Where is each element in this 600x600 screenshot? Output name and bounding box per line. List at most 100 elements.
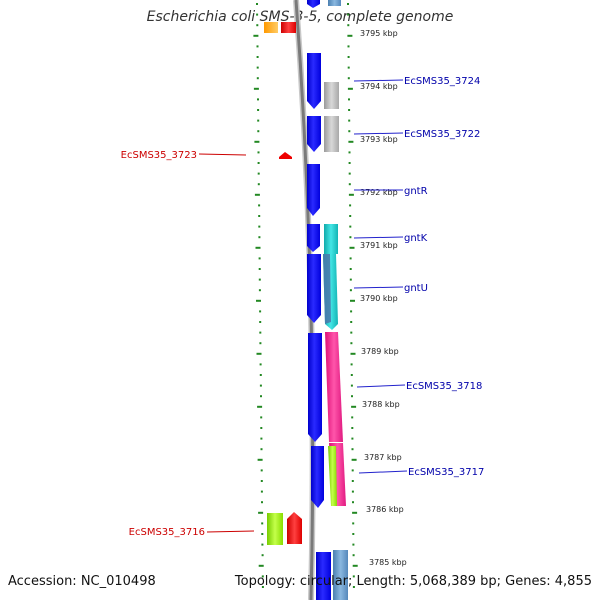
ruler-tick	[260, 480, 263, 482]
ruler-tick	[260, 395, 262, 398]
ruler-tick	[347, 24, 350, 27]
tick-label: 3789 kbp	[361, 347, 399, 356]
accession-text: Accession: NC_010498	[8, 574, 156, 589]
ruler-tick	[261, 575, 264, 578]
tick-label: 3793 kbp	[360, 135, 398, 144]
ruler-tick	[352, 586, 355, 588]
ruler-tick	[261, 533, 264, 535]
ruler-tick	[259, 384, 262, 387]
ruler-tick	[350, 331, 353, 334]
ruler-tick	[260, 437, 263, 440]
ruler-tick	[347, 45, 350, 48]
tick-label: 3785 kbp	[369, 558, 407, 567]
ruler-tick	[260, 427, 263, 429]
ruler-tick	[348, 109, 351, 111]
gene-track-gntK	[324, 224, 338, 254]
ruler-tick	[349, 215, 352, 217]
ruler-tick	[254, 140, 260, 143]
ruler-tick	[350, 310, 353, 313]
ruler-tick	[260, 416, 263, 419]
ruler-tick	[351, 458, 357, 461]
ruler-tick	[261, 522, 264, 525]
ruler-tick	[347, 56, 350, 58]
ruler-tick	[352, 511, 358, 514]
gene-label-ecsms35-3718[interactable]: EcSMS35_3718	[406, 381, 482, 392]
ruler-tick	[347, 34, 353, 37]
ruler-tick	[261, 554, 264, 557]
ruler-tick	[349, 257, 352, 260]
ruler-tick	[256, 24, 259, 27]
ruler-tick	[257, 162, 260, 164]
ruler-tick	[350, 384, 353, 387]
ruler-tick	[350, 374, 353, 376]
ruler-tick	[258, 204, 261, 207]
cds-reverse-top	[281, 22, 296, 33]
ruler-tick	[261, 543, 264, 546]
gene-label-gntk[interactable]: gntK	[404, 233, 428, 244]
gene-track-3715	[333, 550, 348, 600]
ruler-tick	[259, 363, 262, 366]
gene-track-3722	[324, 116, 339, 152]
ruler-tick	[351, 437, 354, 440]
left-leader-lines	[198, 153, 255, 533]
ruler-tick	[352, 543, 355, 546]
gene-track-3725	[328, 0, 341, 6]
ruler-tick	[347, 3, 349, 5]
leader-line	[198, 153, 247, 156]
gene-label-ecsms35-3722[interactable]: EcSMS35_3722	[404, 129, 480, 140]
ruler-tick	[256, 13, 259, 16]
ruler-tick	[259, 310, 262, 313]
ruler-tick	[351, 490, 354, 493]
tick-label: 3791 kbp	[360, 241, 398, 250]
ruler-tick	[351, 469, 354, 472]
ruler-tick	[253, 87, 259, 90]
gene-labels: EcSMS35_3724 EcSMS35_3722 gntR gntK gntU…	[121, 76, 485, 538]
ruler-tick	[352, 564, 358, 567]
ruler-tick	[348, 130, 351, 133]
ruler-tick	[257, 172, 260, 175]
gene-label-ecsms35-3716[interactable]: EcSMS35_3716	[129, 527, 205, 538]
gene-label-ecsms35-3717[interactable]: EcSMS35_3717	[408, 467, 484, 478]
cds-forward-gntK	[307, 224, 320, 252]
ruler-tick	[347, 77, 350, 80]
ruler-tick	[256, 352, 262, 355]
gene-track-gntU-shade	[323, 254, 331, 324]
tick-label: 3794 kbp	[360, 82, 398, 91]
ruler-tick	[258, 278, 261, 281]
ruler-tick	[351, 416, 354, 419]
ruler-tick	[258, 236, 261, 239]
ruler-tick	[256, 77, 259, 80]
tick-label: 3792 kbp	[360, 188, 398, 197]
ruler-tick	[257, 458, 263, 461]
cds-forward-3725	[307, 0, 320, 8]
cds-forward-3718	[308, 333, 322, 442]
ruler-tick	[348, 183, 351, 186]
ruler-tick	[261, 501, 263, 504]
ruler-tick	[349, 204, 352, 207]
cds-reverse-3716	[287, 512, 302, 544]
ruler-tick	[349, 236, 352, 239]
ruler-tick	[351, 427, 354, 429]
ruler-tick	[259, 321, 262, 323]
ruler-tick	[259, 342, 262, 345]
ruler-tick	[350, 299, 355, 302]
ruler-tick	[347, 66, 350, 69]
gene-label-gntr[interactable]: gntR	[404, 186, 428, 197]
genome-summary-text: Topology: circular; Length: 5,068,389 bp…	[234, 574, 592, 589]
leader-line	[353, 79, 404, 82]
gene-label-gntu[interactable]: gntU	[404, 283, 428, 294]
leader-line	[353, 236, 404, 239]
ruler-tick	[349, 278, 352, 281]
ruler-tick	[348, 162, 351, 164]
gene-track-3724	[324, 82, 339, 109]
gene-track-3718	[325, 332, 343, 442]
leader-line	[358, 470, 408, 474]
ruler-tick	[256, 45, 259, 48]
cds-reverse-top-orange	[264, 22, 278, 33]
ruler-tick	[260, 490, 263, 493]
leader-line	[353, 132, 404, 135]
gene-label-ecsms35-3723[interactable]: EcSMS35_3723	[121, 150, 197, 161]
right-leader-lines	[353, 79, 408, 474]
gene-label-ecsms35-3724[interactable]: EcSMS35_3724	[404, 76, 480, 87]
